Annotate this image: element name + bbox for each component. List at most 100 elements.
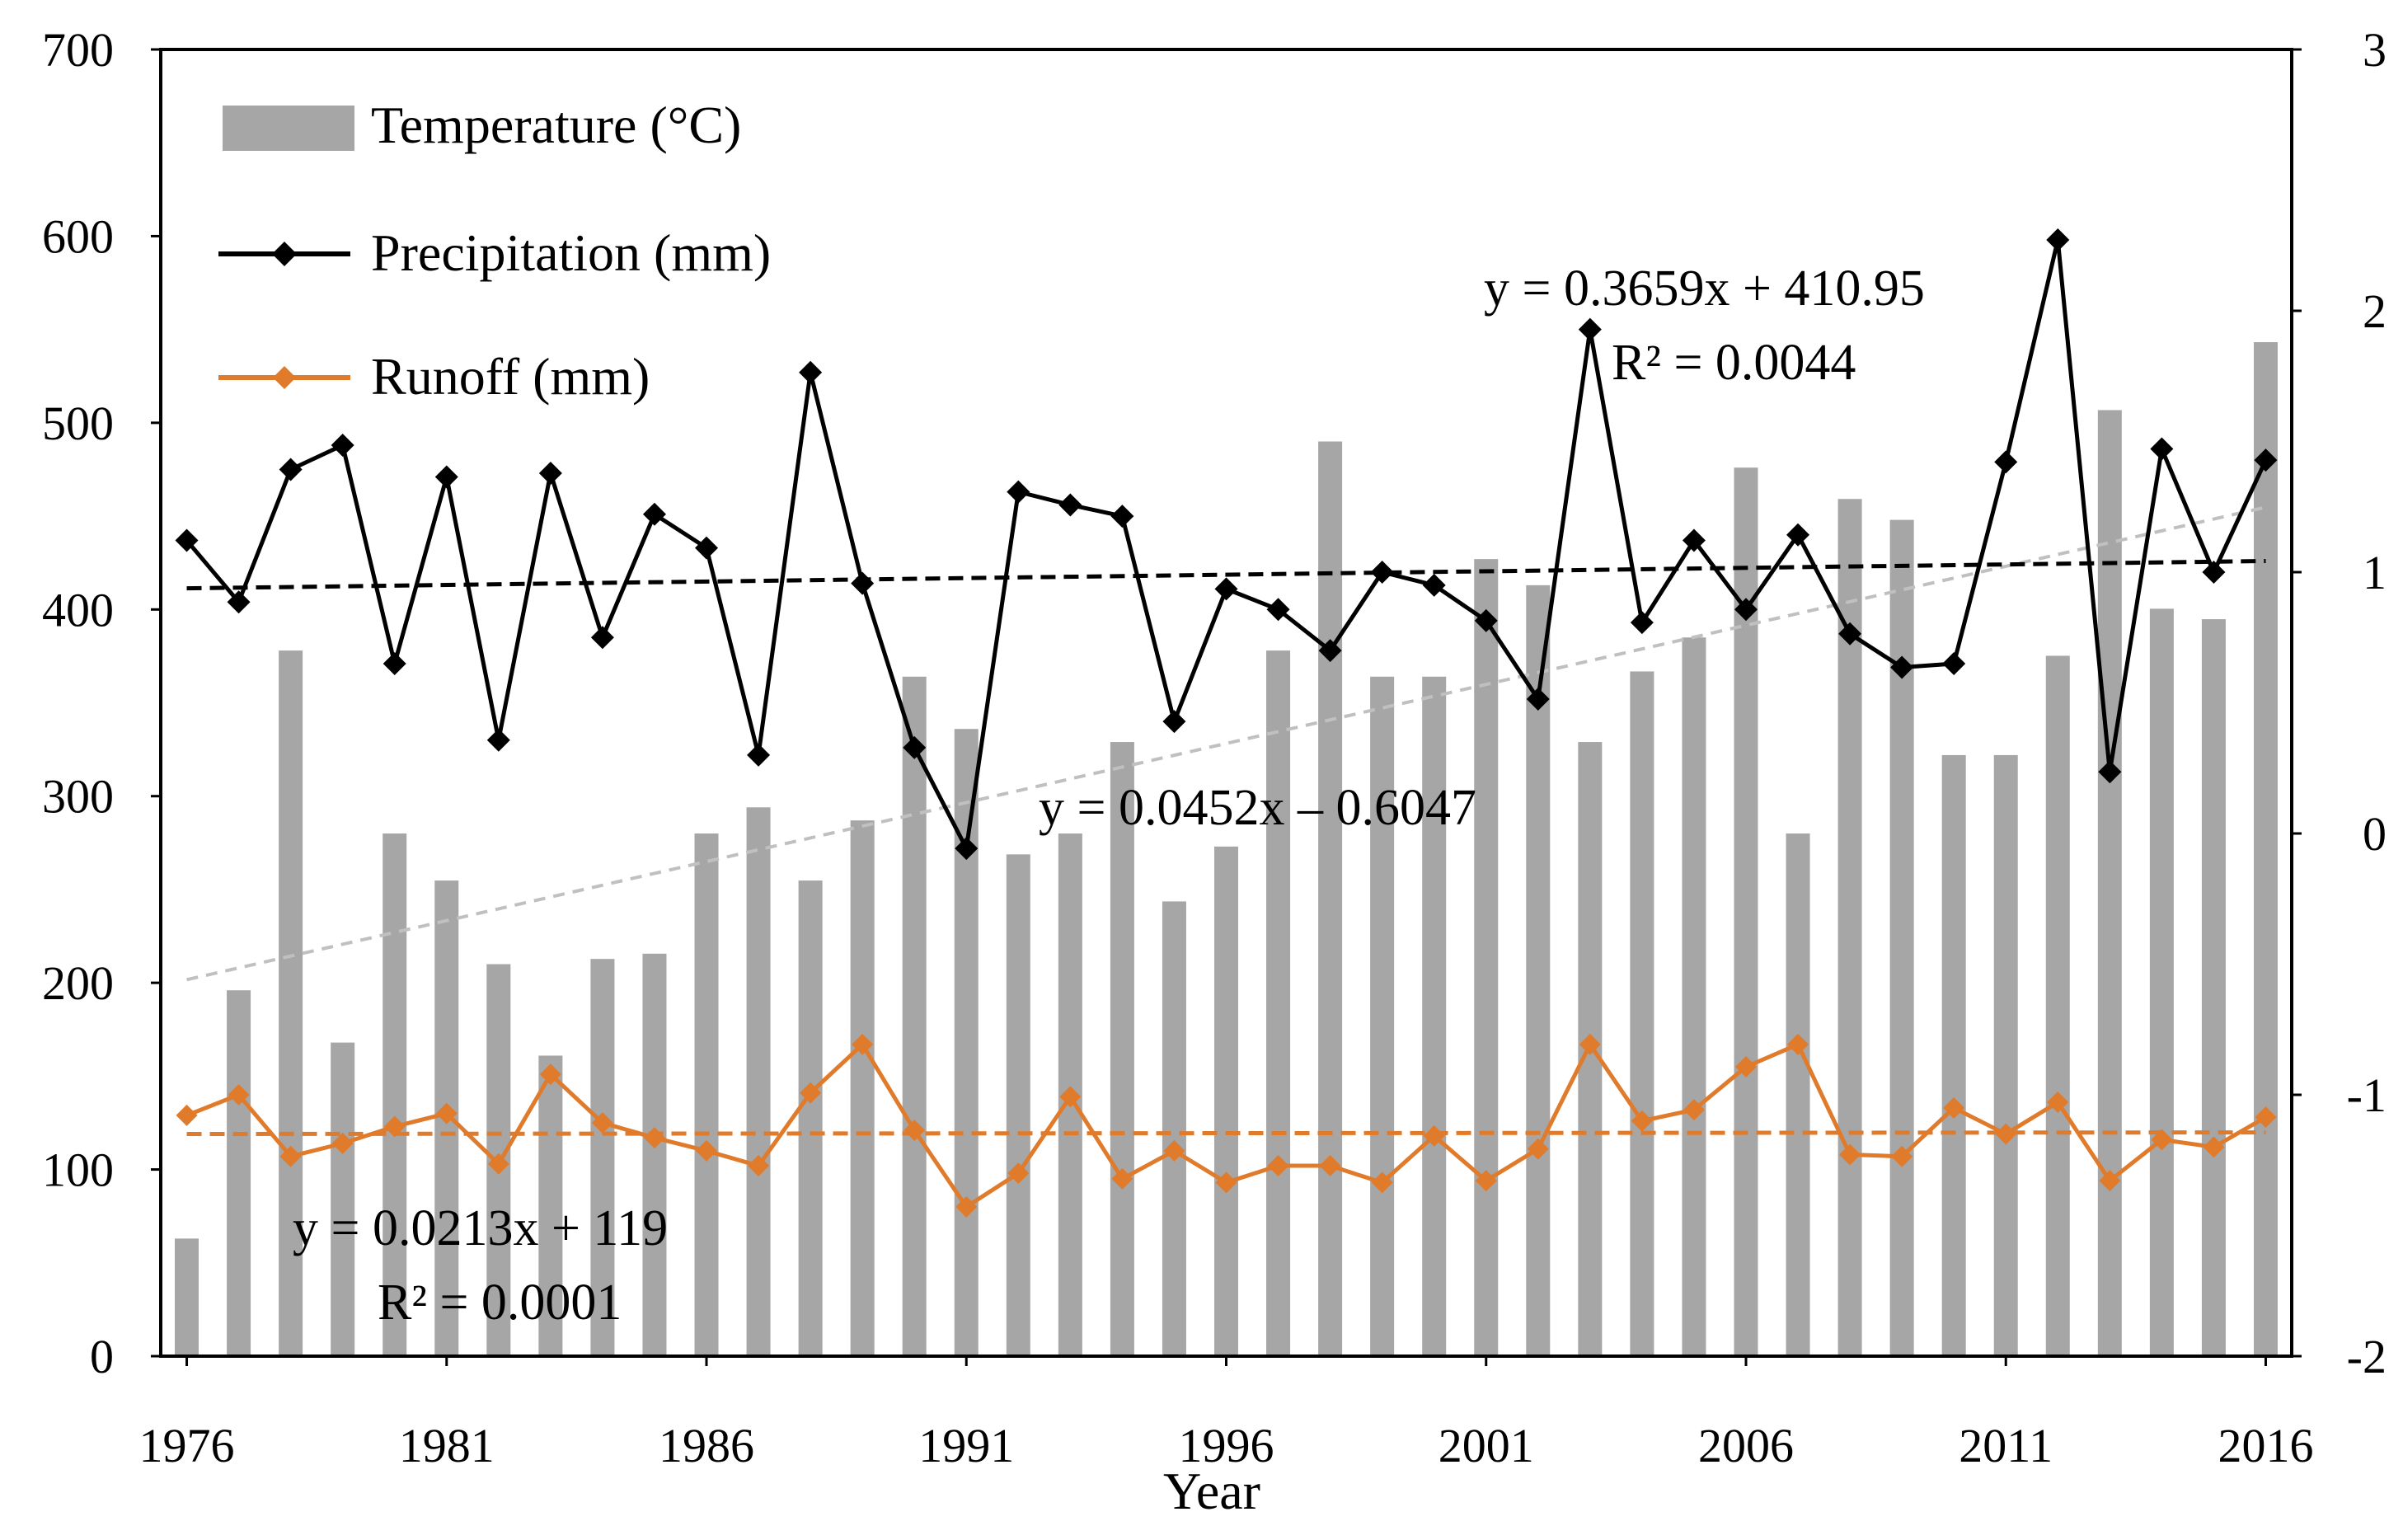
precipitation-point-1991 — [955, 837, 979, 861]
precipitation-point-1983 — [538, 461, 562, 485]
right-axis-tick-label: 1 — [2363, 546, 2387, 599]
runoff-point-1992 — [1007, 1162, 1030, 1185]
runoff-point-1991 — [955, 1195, 978, 1218]
runoff-point-1993 — [1059, 1086, 1082, 1108]
precipitation-point-2016 — [2254, 448, 2278, 472]
temperature-bar-1994 — [1110, 742, 1134, 1356]
precipitation-point-2008 — [1838, 622, 1862, 646]
runoff-point-2009 — [1891, 1145, 1913, 1167]
temperature-bar-2016 — [2253, 342, 2278, 1356]
temperature-bar-1997 — [1266, 650, 1291, 1356]
temperature-bar-1986 — [694, 833, 719, 1356]
runoff-point-2013 — [2099, 1170, 2121, 1192]
precipitation-point-1995 — [1162, 710, 1186, 734]
temperature-bar-1985 — [642, 953, 667, 1356]
right-axis-tick-label: 3 — [2363, 23, 2387, 77]
runoff-point-1983 — [539, 1063, 561, 1086]
temperature-bar-1984 — [590, 959, 615, 1356]
runoff-point-1985 — [643, 1127, 665, 1149]
x-axis-tick-label: 1996 — [1179, 1419, 1274, 1472]
x-axis-tick-label: 2001 — [1439, 1419, 1534, 1472]
runoff-point-2011 — [1995, 1123, 2017, 1145]
precipitation-point-1992 — [1007, 480, 1030, 504]
precipitation-point-2004 — [1630, 611, 1654, 635]
runoff-point-1995 — [1163, 1139, 1185, 1162]
temperature-bar-1989 — [850, 820, 875, 1356]
precipitation-point-1990 — [903, 735, 927, 759]
left-axis-tick-label: 700 — [42, 23, 114, 77]
runoff-point-1999 — [1371, 1171, 1393, 1194]
temperature-bar-1978 — [279, 650, 303, 1356]
runoff-trend-equation: y = 0.0213x + 119 — [293, 1200, 668, 1256]
runoff-point-1997 — [1267, 1155, 1289, 1177]
precipitation-point-1980 — [383, 651, 406, 675]
precipitation-point-2009 — [1890, 655, 1914, 679]
runoff-point-2000 — [1423, 1124, 1445, 1147]
temperature-bar-2000 — [1422, 676, 1447, 1356]
runoff-point-1977 — [228, 1084, 250, 1106]
temperature-bar-1979 — [331, 1042, 355, 1356]
legend-runoff-label: Runoff (mm) — [371, 347, 650, 406]
temperature-bar-2004 — [1630, 671, 1654, 1356]
runoff-point-2012 — [2047, 1092, 2069, 1114]
temperature-bar-1990 — [902, 676, 927, 1356]
temperature-bar-1988 — [798, 880, 823, 1356]
runoff-point-2008 — [1839, 1143, 1861, 1166]
legend-precipitation-marker — [272, 242, 297, 266]
precipitation-point-1978 — [279, 458, 303, 481]
temperature-bar-1991 — [954, 729, 979, 1356]
precipitation-point-2010 — [1942, 651, 1966, 675]
temperature-bar-1999 — [1370, 676, 1395, 1356]
runoff-point-1976 — [176, 1104, 198, 1126]
temperature-bar-2012 — [2045, 655, 2070, 1356]
temperature-bar-2014 — [2149, 608, 2174, 1356]
precipitation-point-1988 — [799, 360, 823, 384]
precipitation-point-1987 — [747, 743, 771, 767]
temperature-bar-1976 — [175, 1238, 199, 1356]
precipitation-point-1994 — [1110, 505, 1134, 528]
precipitation-point-1999 — [1370, 561, 1394, 584]
precipitation-point-1985 — [642, 502, 666, 526]
runoff-point-1981 — [435, 1102, 458, 1124]
trendline-equations: y = 0.3659x + 410.95 R² = 0.0044 y = 0.0… — [293, 261, 1925, 1331]
precipitation-point-2013 — [2098, 760, 2122, 784]
temperature-bar-2007 — [1786, 833, 1810, 1356]
runoff-trend-r2: R² = 0.0001 — [378, 1275, 622, 1331]
temperature-bar-1980 — [383, 833, 407, 1356]
temperature-bar-1977 — [227, 990, 251, 1356]
right-axis-tick-label: -2 — [2347, 1330, 2387, 1383]
precipitation-trend-equation: y = 0.3659x + 410.95 — [1484, 261, 1925, 317]
runoff-point-1988 — [800, 1082, 822, 1104]
runoff-point-1989 — [852, 1033, 874, 1055]
precipitation-point-1977 — [227, 590, 251, 614]
x-axis-tick-label: 1991 — [918, 1419, 1014, 1472]
precipitation-point-2011 — [1994, 450, 2018, 474]
precipitation-point-1976 — [175, 528, 199, 552]
runoff-point-2001 — [1475, 1170, 1497, 1192]
temperature-bar-1995 — [1162, 901, 1186, 1356]
temperature-trend-equation: y = 0.0452x – 0.6047 — [1039, 780, 1476, 836]
precipitation-point-2005 — [1682, 528, 1706, 552]
precipitation-point-2002 — [1526, 687, 1550, 711]
precipitation-point-2001 — [1474, 608, 1498, 632]
runoff-point-1996 — [1215, 1171, 1237, 1194]
runoff-point-1987 — [748, 1155, 770, 1177]
runoff-point-1998 — [1319, 1155, 1341, 1177]
axes: 0 100 200 300 400 500 600 700 -2 -1 0 1 2 3 1976 1981 19… — [42, 23, 2387, 1472]
x-axis-tick-label: 1981 — [399, 1419, 495, 1472]
temperature-bar-2005 — [1682, 637, 1706, 1356]
temperature-bar-1987 — [746, 807, 771, 1356]
precipitation-point-1986 — [695, 536, 719, 560]
runoff-point-1990 — [903, 1120, 926, 1142]
precipitation-point-2014 — [2150, 437, 2174, 461]
runoff-point-2004 — [1631, 1110, 1653, 1132]
runoff-point-2005 — [1683, 1099, 1705, 1121]
left-axis-tick-label: 0 — [90, 1330, 114, 1383]
temperature-bar-2015 — [2201, 619, 2226, 1356]
left-axis-tick-label: 400 — [42, 583, 114, 636]
legend-temperature-label: Temperature (°C) — [371, 96, 741, 154]
runoff-point-1979 — [331, 1132, 354, 1154]
precipitation-point-2012 — [2046, 228, 2070, 251]
temperature-bar-1996 — [1213, 846, 1239, 1356]
right-axis-tick-label: -1 — [2347, 1068, 2387, 1122]
